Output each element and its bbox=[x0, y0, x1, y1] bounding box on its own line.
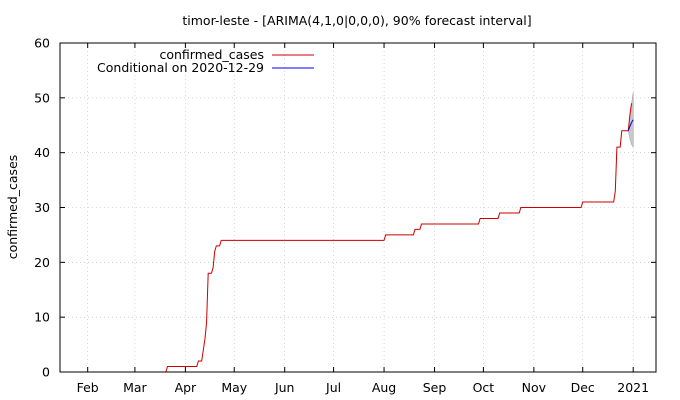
y-tick-label: 20 bbox=[34, 255, 50, 270]
x-tick-label: Feb bbox=[77, 380, 99, 395]
y-tick-label: 50 bbox=[34, 90, 50, 105]
x-tick-label: Apr bbox=[175, 380, 197, 395]
series-line-confirmed-cases bbox=[71, 103, 633, 373]
chart-title: timor-leste - [ARIMA(4,1,0|0,0,0), 90% f… bbox=[182, 13, 531, 28]
x-tick-label: Jun bbox=[274, 380, 295, 395]
y-tick-label: 0 bbox=[42, 365, 50, 380]
x-tick-label: Dec bbox=[571, 380, 595, 395]
x-tick-label: Aug bbox=[372, 380, 396, 395]
series-line-conditional-forecast bbox=[627, 119, 634, 131]
x-tick-label: Nov bbox=[522, 380, 547, 395]
y-tick-label: 30 bbox=[34, 200, 50, 215]
x-tick-label: Jul bbox=[325, 380, 341, 395]
x-tick-label: May bbox=[221, 380, 247, 395]
y-tick-label: 60 bbox=[34, 36, 50, 51]
x-tick-label: 2021 bbox=[617, 380, 649, 395]
x-tick-label: Sep bbox=[423, 380, 447, 395]
x-tick-label: Oct bbox=[473, 380, 495, 395]
y-tick-label: 10 bbox=[34, 310, 50, 325]
legend-label: Conditional on 2020-12-29 bbox=[97, 60, 264, 75]
x-tick-label: Mar bbox=[123, 380, 147, 395]
series-lines bbox=[71, 103, 634, 373]
axis-ticks: 0 10 20 30 40 50 60 Feb Mar Apr May Jun Jul Aug Sep Oct… bbox=[34, 36, 656, 395]
y-tick-label: 40 bbox=[34, 145, 50, 160]
y-axis-label: confirmed_cases bbox=[5, 155, 20, 260]
legend-label: confirmed_cases bbox=[159, 47, 264, 62]
